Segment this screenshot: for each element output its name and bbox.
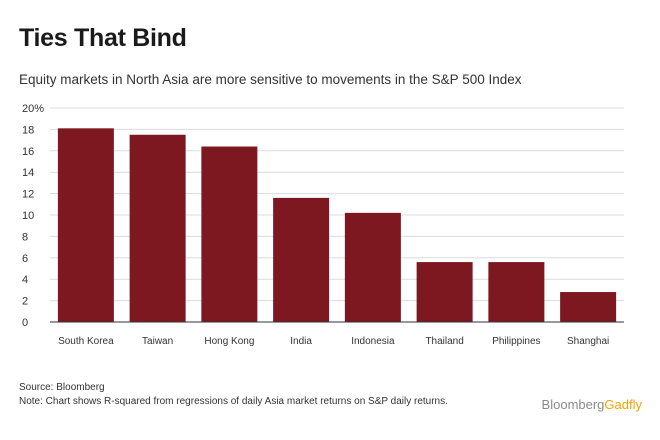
bar xyxy=(201,146,258,322)
y-tick-label: 0 xyxy=(22,317,28,329)
y-tick-label: 2 xyxy=(22,296,28,308)
x-tick-label: South Korea xyxy=(58,336,114,347)
chart-subtitle: Equity markets in North Asia are more se… xyxy=(19,72,522,87)
x-tick-label: India xyxy=(290,336,312,347)
y-tick-label: 10 xyxy=(22,210,34,222)
y-tick-label: 14 xyxy=(22,167,34,179)
x-tick-label: Taiwan xyxy=(142,336,173,347)
bar xyxy=(129,134,186,322)
x-tick-label: Indonesia xyxy=(351,336,395,347)
x-tick-label: Thailand xyxy=(425,336,463,347)
x-tick-label: Philippines xyxy=(492,336,540,347)
bar xyxy=(488,262,545,322)
bar xyxy=(57,128,114,322)
y-tick-label: 18 xyxy=(22,124,34,136)
chart-note: Note: Chart shows R-squared from regress… xyxy=(19,396,448,407)
y-tick-label: 4 xyxy=(22,274,28,286)
x-tick-label: Hong Kong xyxy=(204,336,254,347)
y-tick-label: 6 xyxy=(22,253,28,265)
chart-title: Ties That Bind xyxy=(19,24,187,52)
brand-logo: BloombergGadfly xyxy=(541,397,642,412)
bar xyxy=(416,262,473,322)
y-tick-label: 20% xyxy=(22,103,44,115)
y-tick-label: 16 xyxy=(22,146,34,158)
x-tick-label: Shanghai xyxy=(567,336,609,347)
y-tick-label: 8 xyxy=(22,231,28,243)
bar xyxy=(344,212,401,322)
y-tick-label: 12 xyxy=(22,189,34,201)
bar xyxy=(560,292,617,322)
source-note: Source: Bloomberg xyxy=(19,382,105,393)
bar xyxy=(273,197,330,322)
